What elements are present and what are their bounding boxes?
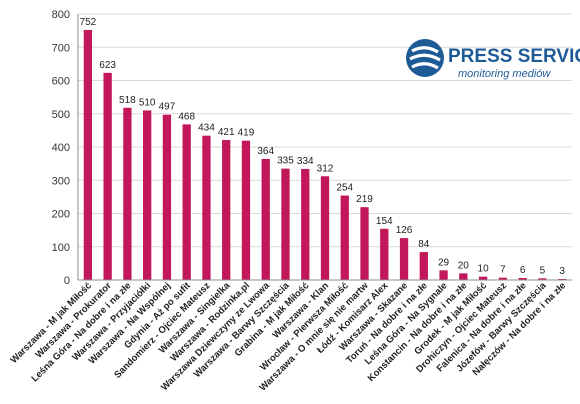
- bar: [83, 29, 93, 281]
- data-label: 518: [119, 95, 136, 106]
- bar: [478, 276, 488, 280]
- y-tick-label: 100: [52, 242, 70, 254]
- bar: [459, 273, 468, 280]
- data-label: 510: [139, 97, 156, 108]
- bar: [419, 252, 428, 280]
- data-label: 623: [99, 60, 116, 71]
- data-label: 29: [438, 257, 450, 268]
- bar: [143, 110, 152, 280]
- bar: [320, 176, 330, 280]
- bar: [340, 195, 349, 280]
- bar: [103, 72, 112, 280]
- bar: [380, 228, 389, 280]
- bar: [261, 158, 270, 280]
- y-tick-label: 700: [52, 42, 70, 54]
- bar: [162, 114, 172, 280]
- data-label: 419: [238, 128, 255, 139]
- data-label: 84: [418, 239, 430, 250]
- y-tick-label: 400: [52, 142, 70, 154]
- data-label: 334: [297, 156, 314, 167]
- data-label: 312: [317, 163, 334, 174]
- y-tick-label: 300: [52, 175, 70, 187]
- data-label: 20: [458, 260, 470, 271]
- bar: [123, 107, 132, 280]
- bar: [399, 238, 409, 280]
- bar: [360, 207, 369, 280]
- bar: [301, 168, 310, 280]
- data-label: 752: [80, 17, 97, 28]
- data-label: 421: [218, 127, 235, 138]
- logo-title: PRESS SERVICE: [448, 46, 580, 67]
- y-tick-label: 600: [52, 76, 70, 88]
- bar: [222, 140, 231, 280]
- data-label: 5: [540, 265, 546, 276]
- bar: [518, 278, 527, 280]
- data-label: 10: [478, 264, 490, 275]
- data-label: 364: [257, 146, 274, 157]
- y-tick-label: 800: [52, 9, 70, 21]
- bar: [241, 140, 251, 280]
- press-service-logo: PRESS SERVICE monitoring mediów: [406, 39, 580, 80]
- bar: [202, 135, 211, 280]
- data-label: 3: [559, 266, 565, 277]
- bar: [538, 278, 547, 280]
- bar: [182, 124, 191, 280]
- bar: [439, 270, 448, 280]
- data-label: 6: [520, 265, 526, 276]
- data-label: 497: [159, 102, 176, 113]
- data-label: 335: [277, 156, 294, 167]
- y-tick-label: 0: [64, 275, 70, 287]
- logo-subtitle: monitoring mediów: [458, 68, 551, 80]
- y-tick-label: 200: [52, 209, 70, 221]
- data-label: 154: [376, 216, 393, 227]
- data-label: 434: [198, 123, 215, 134]
- bars: [83, 29, 567, 281]
- data-label: 126: [396, 225, 413, 236]
- data-label: 7: [500, 265, 506, 276]
- data-label: 468: [178, 111, 195, 122]
- press-service-logo-icon: [406, 39, 444, 77]
- bar: [498, 277, 507, 280]
- bar: [281, 168, 290, 280]
- y-axis-ticks: 0 100 200 300 400 500 600 700 800: [52, 9, 70, 287]
- y-tick-label: 500: [52, 109, 70, 121]
- data-label: 254: [336, 183, 353, 194]
- data-label: 219: [356, 194, 373, 205]
